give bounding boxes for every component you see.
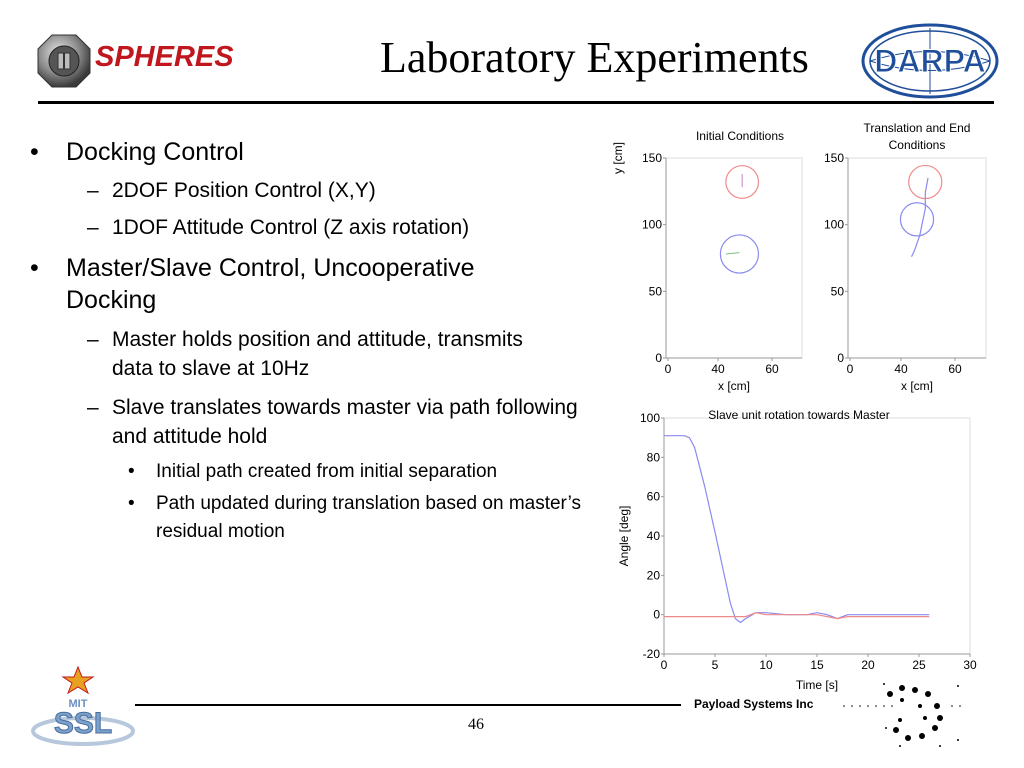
page-number: 46	[468, 716, 484, 733]
x-axis-label: x [cm]	[718, 379, 750, 393]
ssl-logo-text: SSL	[54, 707, 112, 740]
chart-1: Initial Conditions 0 50 100 150 0 40 60 x [cm] y …	[611, 129, 803, 393]
circle-slave	[899, 202, 935, 237]
company-name: Payload Systems Inc	[694, 697, 814, 711]
x-tick-label: 30	[963, 658, 977, 672]
bullet-mark: •	[128, 493, 135, 514]
bullet-mark: –	[87, 328, 99, 351]
bullet-mark: •	[30, 254, 39, 282]
bullet-text: Initial path created from initial separa…	[156, 461, 498, 482]
x-tick-label: 40	[894, 362, 908, 376]
x-tick-label: 40	[711, 362, 725, 376]
y-tick-label: 100	[642, 218, 662, 232]
company-logo	[840, 680, 970, 750]
y-tick-label: 0	[655, 351, 662, 365]
path-segment	[725, 252, 740, 255]
series-line-1	[910, 177, 929, 257]
bullet-text: 1DOF Attitude Control (Z axis rotation)	[112, 216, 470, 239]
y-tick-label: -20	[643, 647, 661, 661]
x-tick-label: 0	[847, 362, 854, 376]
header-rule	[38, 101, 994, 104]
bullet-mark: •	[30, 138, 39, 166]
ssl-logo-subtext: MIT	[69, 698, 88, 710]
series-line-1	[664, 435, 930, 624]
chart-3: Slave unit rotation towards Master-20020…	[617, 408, 977, 692]
spheres-logo	[36, 33, 92, 89]
y-tick-label: 50	[649, 284, 663, 298]
chart-title: Conditions	[889, 138, 946, 152]
chart-title: Slave unit rotation towards Master	[708, 408, 889, 422]
x-tick-label: 25	[912, 658, 926, 672]
darpa-logo: DARPA	[860, 22, 1000, 100]
y-tick-label: 150	[824, 151, 844, 165]
bullet-text: Slave translates towards master via path…	[112, 396, 578, 448]
bullet-mark: –	[87, 396, 99, 419]
bullet-text: Path updated during translation based on…	[156, 493, 581, 542]
chart-title: Initial Conditions	[696, 129, 784, 143]
x-axis-label: Time [s]	[796, 678, 838, 692]
bullet-text: Docking Control	[66, 138, 244, 166]
y-tick-label: 80	[647, 450, 661, 464]
y-tick-label: 0	[653, 608, 660, 622]
circle-master	[725, 165, 760, 199]
darpa-logo-text: DARPA	[874, 43, 985, 79]
page-title: Laboratory Experiments	[380, 33, 809, 82]
y-tick-label: 40	[647, 529, 661, 543]
plot-area	[663, 417, 971, 655]
chart-title: Translation and End	[864, 121, 971, 135]
plot-area	[665, 157, 803, 359]
y-tick-label: 50	[831, 284, 845, 298]
x-tick-label: 20	[861, 658, 875, 672]
x-tick-label: 60	[948, 362, 962, 376]
x-tick-label: 15	[810, 658, 824, 672]
series-line-2	[664, 612, 930, 620]
bullet-mark: –	[87, 179, 99, 202]
logo-text: SPHERES	[95, 41, 234, 73]
x-tick-label: 0	[661, 658, 668, 672]
y-tick-label: 100	[640, 411, 660, 425]
y-axis-label: Angle [deg]	[617, 506, 631, 567]
y-axis-label: y [cm]	[611, 142, 625, 174]
bullet-mark: •	[128, 461, 135, 482]
spheres-logo-icon	[37, 34, 91, 88]
plot-area	[847, 157, 987, 359]
bullet-text: Master holds position and attitude, tran…	[112, 328, 523, 380]
x-axis-label: x [cm]	[901, 379, 933, 393]
star-icon	[61, 665, 95, 695]
x-tick-label: 0	[665, 362, 672, 376]
y-tick-label: 150	[642, 151, 662, 165]
bullet-text: 2DOF Position Control (X,Y)	[112, 179, 376, 202]
y-tick-label: 0	[837, 351, 844, 365]
y-tick-label: 100	[824, 218, 844, 232]
footer-rule	[135, 704, 681, 706]
y-tick-label: 60	[647, 490, 661, 504]
company-dots-icon	[843, 683, 961, 747]
x-tick-label: 60	[765, 362, 779, 376]
y-tick-label: 20	[647, 568, 661, 582]
x-tick-label: 5	[712, 658, 719, 672]
chart-2: Translation and End Conditions 0 50 100 150 0 4…	[824, 121, 987, 393]
bullet-mark: –	[87, 216, 99, 239]
bullet-text: Master/Slave Control, Uncooperative Dock…	[66, 254, 475, 314]
x-tick-label: 10	[759, 658, 773, 672]
circle-slave	[719, 234, 760, 274]
ssl-logo: MIT SSL	[28, 665, 138, 747]
